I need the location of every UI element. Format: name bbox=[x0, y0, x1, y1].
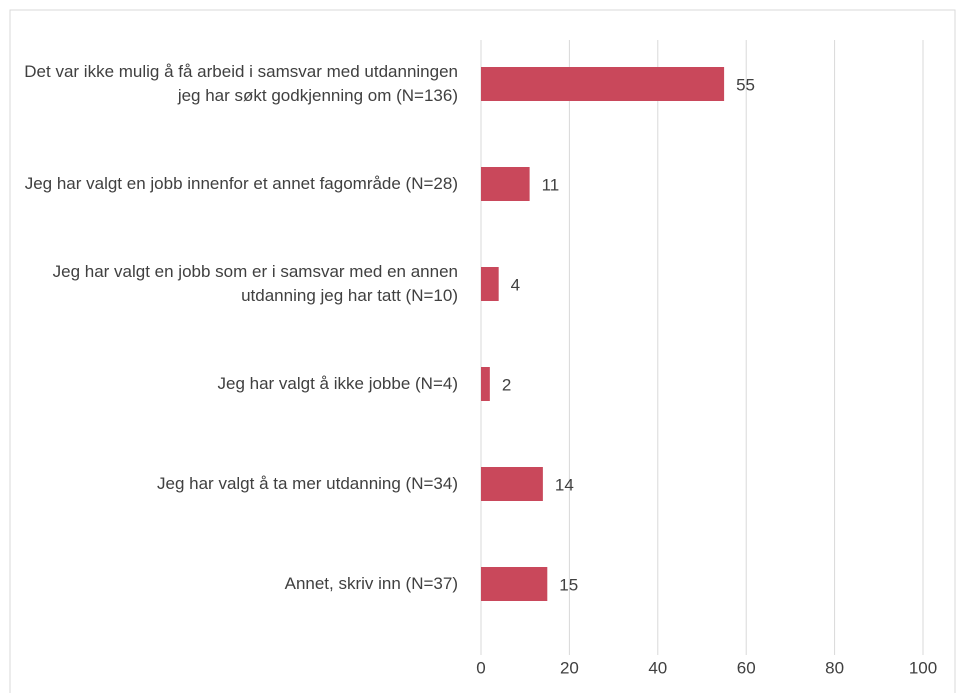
chart-frame bbox=[9, 9, 956, 693]
y-tick-label: Jeg har valgt en jobb som er i samsvar m… bbox=[52, 262, 458, 305]
bar bbox=[481, 367, 490, 401]
x-tick-label: 0 bbox=[476, 658, 485, 677]
bar bbox=[481, 67, 725, 101]
bar bbox=[481, 167, 530, 201]
y-tick-label-box: Jeg har valgt å ta mer utdanning (N=34) bbox=[18, 434, 458, 534]
x-tick-label: 80 bbox=[825, 658, 844, 677]
x-tick-label: 20 bbox=[560, 658, 579, 677]
y-tick-label-box: Jeg har valgt å ikke jobbe (N=4) bbox=[18, 334, 459, 434]
y-tick-label-box: Det var ikke mulig å få arbeid i samsvar… bbox=[18, 34, 458, 134]
bar bbox=[481, 567, 548, 601]
y-tick-label: Det var ikke mulig å få arbeid i samsvar… bbox=[24, 62, 458, 105]
data-label: 2 bbox=[502, 375, 511, 394]
y-tick-label: Jeg har valgt å ta mer utdanning (N=34) bbox=[157, 474, 458, 493]
bar bbox=[481, 267, 499, 301]
y-tick-label-box: Annet, skriv inn (N=37) bbox=[18, 534, 458, 634]
x-tick-label: 100 bbox=[909, 658, 937, 677]
y-tick-label-box: Jeg har valgt en jobb som er i samsvar m… bbox=[18, 234, 458, 334]
y-tick-label: Jeg har valgt å ikke jobbe (N=4) bbox=[217, 374, 459, 393]
x-tick-label: 40 bbox=[648, 658, 667, 677]
y-tick-label: Annet, skriv inn (N=37) bbox=[284, 574, 458, 593]
data-label: 55 bbox=[736, 75, 755, 94]
x-tick-label: 60 bbox=[737, 658, 756, 677]
bar bbox=[481, 467, 543, 501]
data-label: 4 bbox=[511, 275, 520, 294]
y-tick-label-box: Jeg har valgt en jobb innenfor et annet … bbox=[18, 134, 458, 234]
data-label: 15 bbox=[559, 575, 578, 594]
data-label: 14 bbox=[555, 475, 574, 494]
y-tick-label: Jeg har valgt en jobb innenfor et annet … bbox=[24, 174, 458, 193]
data-label: 11 bbox=[542, 175, 560, 194]
